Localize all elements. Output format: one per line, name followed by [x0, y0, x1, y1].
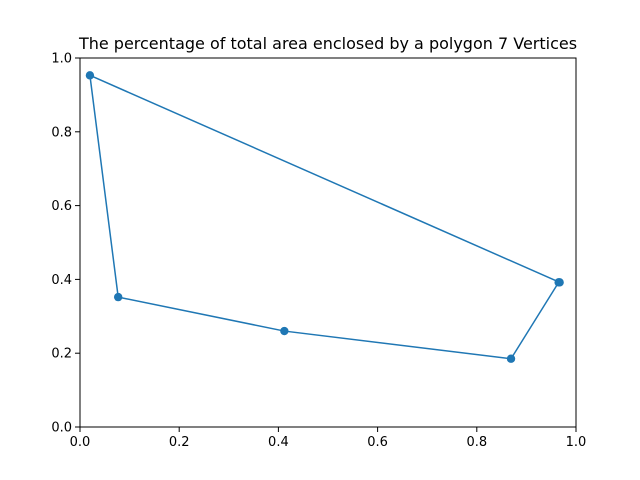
plot-frame — [79, 57, 577, 428]
chart-title: The percentage of total area enclosed by… — [78, 34, 577, 53]
x-tick-label: 0.2 — [169, 435, 190, 450]
x-tick-label: 0.6 — [367, 435, 388, 450]
data-point — [506, 354, 516, 363]
data-point — [113, 292, 123, 302]
y-tick-label: 0.8 — [51, 125, 72, 140]
data-point — [85, 71, 95, 80]
y-tick-label: 0.4 — [51, 273, 72, 288]
y-axis: 0.0 0.2 0.4 0.6 0.8 1.0 — [51, 52, 80, 436]
series-line — [89, 74, 561, 360]
data-point — [555, 278, 564, 287]
y-tick-label: 1.0 — [51, 52, 72, 67]
series-layer — [85, 71, 564, 363]
y-tick-label: 0.2 — [51, 347, 72, 362]
x-tick-label: 0.4 — [268, 435, 289, 450]
data-point — [280, 326, 289, 336]
x-tick-label: 1.0 — [566, 435, 587, 450]
x-tick-label: 0.8 — [466, 435, 487, 450]
x-tick-label: 0.0 — [70, 435, 91, 450]
y-tick-label: 0.0 — [51, 421, 72, 436]
x-axis: 0.0 0.2 0.4 0.6 0.8 1.0 — [70, 427, 587, 450]
y-tick-label: 0.6 — [51, 199, 72, 214]
